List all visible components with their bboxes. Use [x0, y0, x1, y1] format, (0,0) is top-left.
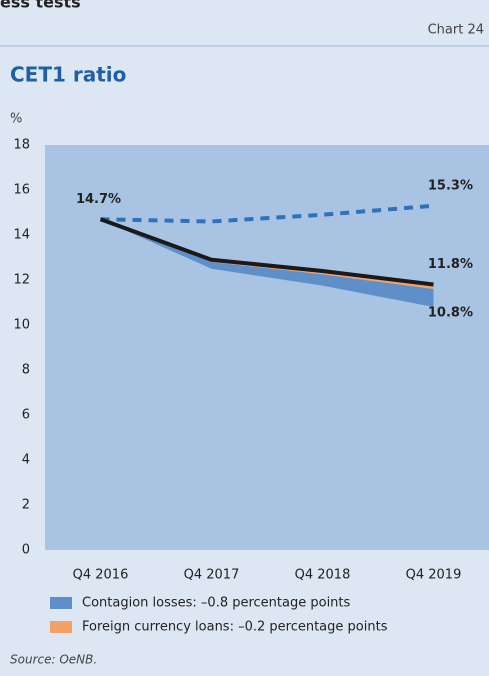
legend-label: Contagion losses: –0.8 percentage points: [82, 596, 351, 611]
y-tick-label: 16: [13, 183, 30, 198]
source: Source: OeNB.: [10, 653, 97, 667]
x-tick-label: Q4 2016: [73, 568, 129, 583]
plot-area: [45, 145, 489, 550]
line: [100, 203, 434, 224]
y-tick-label: 18: [13, 138, 30, 153]
x-tick-label: Q4 2017: [184, 568, 240, 583]
y-tick-label: 14: [13, 228, 30, 243]
area: [100, 219, 434, 307]
y-tick-label: 8: [22, 363, 30, 378]
y-axis-label: %: [10, 112, 22, 127]
y-tick-label: 6: [22, 408, 30, 423]
data-label: 15.3%: [428, 178, 473, 193]
chart-title: CET1 ratio: [10, 63, 126, 87]
legend-swatch: [50, 621, 72, 633]
y-tick-label: 12: [13, 273, 30, 288]
y-tick-label: 10: [13, 318, 30, 333]
data-label: 14.7%: [76, 192, 121, 207]
line: [99, 217, 434, 287]
x-tick-label: Q4 2018: [295, 568, 351, 583]
y-tick-label: 0: [22, 543, 30, 558]
data-label: 11.8%: [428, 257, 473, 272]
pretitle: ess tests: [0, 0, 81, 12]
annotation: 10.8%: [428, 306, 473, 321]
legend-swatch: [50, 597, 72, 609]
x-tick-label: Q4 2019: [406, 568, 462, 583]
chart-number: Chart 24: [428, 23, 484, 38]
y-tick-label: 2: [22, 498, 30, 513]
y-tick-label: 4: [22, 453, 30, 468]
legend-label: Foreign currency loans: –0.2 percentage …: [82, 620, 388, 635]
